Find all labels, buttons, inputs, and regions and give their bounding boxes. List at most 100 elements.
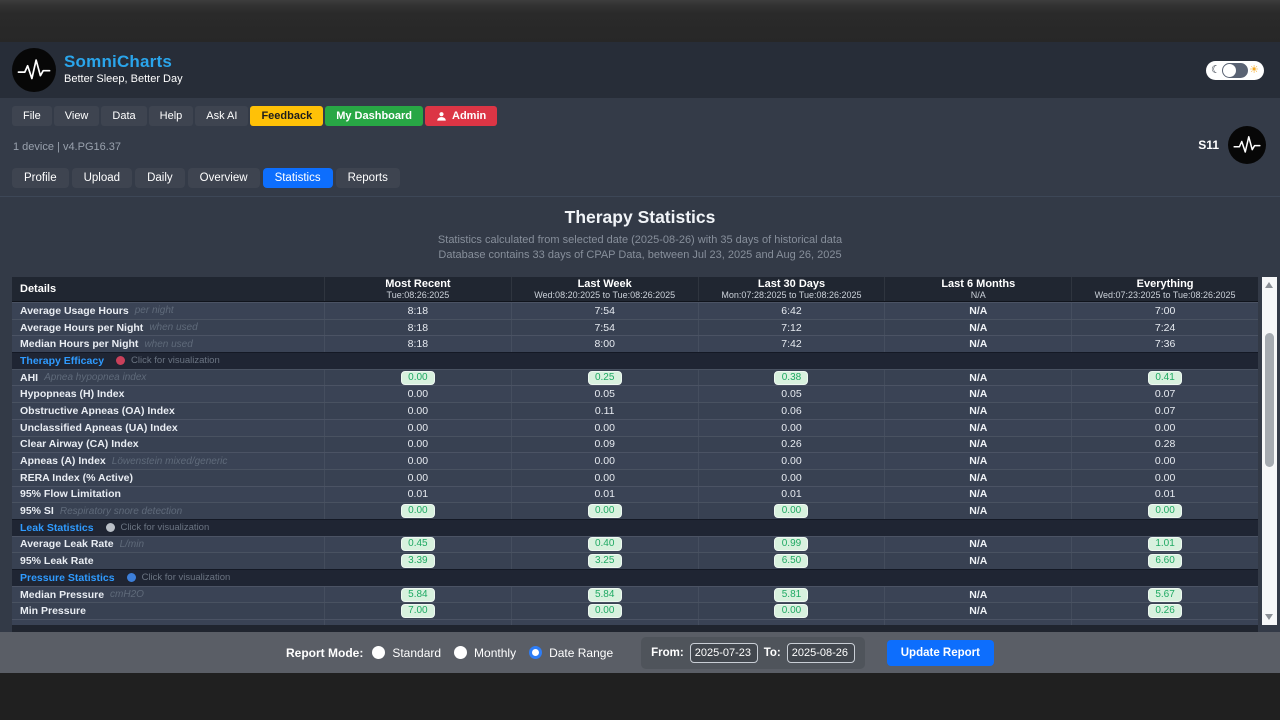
value-badge: 6.50 xyxy=(774,554,809,569)
column-header-everything: Everything Wed:07:23:2025 to Tue:08:26:20… xyxy=(1071,277,1258,301)
table-row-average-usage-hours: Average Usage Hours per night 8:18 7:54 6:42… xyxy=(12,302,1258,319)
row-label-cell: Apneas (A) Index Löwenstein mixed/generic xyxy=(12,453,324,469)
theme-toggle-knob[interactable] xyxy=(1223,64,1236,77)
menu-button-my-dashboard[interactable]: My Dashboard xyxy=(325,106,423,126)
value-cell: 0.01 xyxy=(510,486,698,503)
scroll-up-arrow-icon[interactable] xyxy=(1265,282,1273,288)
menu-button-label: Ask AI xyxy=(206,110,238,122)
report-mode-group: Report Mode: Standard Monthly Date Range xyxy=(286,646,619,660)
value-badge: 7.00 xyxy=(400,604,435,619)
theme-toggle-track[interactable] xyxy=(1222,63,1248,78)
radio-label-monthly[interactable]: Monthly xyxy=(474,645,517,660)
value-text: 0.01 xyxy=(1154,488,1176,501)
value-text: 7:12 xyxy=(781,321,802,334)
scroll-down-arrow-icon[interactable] xyxy=(1265,614,1273,620)
tab-upload[interactable]: Upload xyxy=(71,168,133,188)
to-label: To: xyxy=(763,646,781,659)
table-row-min-pressure: Min Pressure 7.00 0.00 0.00 N/A 0.26 xyxy=(12,602,1258,620)
value-cell: 7:36 xyxy=(1071,336,1258,353)
table-header-row: Details Most Recent Tue:08:26:2025 Last Wee… xyxy=(12,277,1258,302)
value-text: 0.11 xyxy=(594,404,615,417)
value-cell: N/A xyxy=(884,503,1071,519)
section-row-therapy-efficacy[interactable]: Therapy Efficacy Click for visualization xyxy=(12,352,1258,369)
report-controls-bar: Report Mode: Standard Monthly Date Range F… xyxy=(0,632,1280,673)
na-value: N/A xyxy=(969,538,988,551)
column-title: Most Recent xyxy=(385,278,451,290)
value-cell: 8:18 xyxy=(324,303,511,319)
na-value: N/A xyxy=(969,455,988,468)
value-cell: N/A xyxy=(884,336,1071,353)
row-label-cell: Unclassified Apneas (UA) Index xyxy=(12,420,324,436)
brand-block: SomniCharts Better Sleep, Better Day xyxy=(64,52,183,85)
value-badge: 0.00 xyxy=(400,504,435,519)
value-cell: 8:18 xyxy=(324,319,511,336)
value-badge: 0.00 xyxy=(400,370,435,385)
value-cell: 0.00 xyxy=(697,469,885,486)
na-value: N/A xyxy=(969,338,988,351)
value-cell: 0.00 xyxy=(697,503,885,519)
value-text: 0.00 xyxy=(781,421,802,434)
radio-date-range[interactable] xyxy=(529,646,543,659)
section-row-pressure-statistics[interactable]: Pressure Statistics Click for visualizati… xyxy=(12,569,1258,586)
row-qualifier: cmH2O xyxy=(110,589,144,601)
section-row-leak-statistics[interactable]: Leak Statistics Click for visualization xyxy=(12,518,1258,536)
value-cell: 3.25 xyxy=(510,553,698,569)
section-label: Therapy Efficacy xyxy=(20,354,105,367)
value-cell: 7:54 xyxy=(510,303,698,319)
column-title: Details xyxy=(20,283,57,295)
radio-label-date-range[interactable]: Date Range xyxy=(549,645,614,660)
tab-daily[interactable]: Daily xyxy=(135,168,185,188)
value-text: 0.26 xyxy=(781,438,802,451)
tab-profile[interactable]: Profile xyxy=(12,168,69,188)
value-cell xyxy=(697,620,885,625)
value-text: 0.00 xyxy=(781,471,802,484)
radio-standard[interactable] xyxy=(372,646,386,659)
value-cell: 5.84 xyxy=(510,586,698,603)
row-label: 95% Leak Rate xyxy=(20,555,94,568)
value-cell: 0.00 xyxy=(324,419,511,436)
menu-button-feedback[interactable]: Feedback xyxy=(250,106,324,126)
value-cell: 7:42 xyxy=(697,336,885,353)
menu-button-ask-ai[interactable]: Ask AI xyxy=(195,106,249,126)
value-badge: 0.00 xyxy=(1148,504,1183,519)
menu-button-view[interactable]: View xyxy=(53,106,100,126)
from-date-input[interactable] xyxy=(689,642,758,663)
tab-statistics[interactable]: Statistics xyxy=(262,168,333,188)
tab-overview[interactable]: Overview xyxy=(187,168,260,188)
value-badge: 0.00 xyxy=(774,604,809,619)
value-text: 0.00 xyxy=(407,388,429,401)
value-cell: 0.00 xyxy=(1071,503,1258,519)
row-label: Median Hours per Night xyxy=(20,338,139,351)
row-label-cell: Average Leak Rate L/min xyxy=(12,537,324,553)
menu-button-file[interactable]: File xyxy=(12,106,52,126)
vertical-scrollbar[interactable] xyxy=(1262,277,1277,625)
value-text: 0.00 xyxy=(407,421,429,434)
value-badge: 0.45 xyxy=(400,537,435,552)
value-text: 8:18 xyxy=(407,338,429,351)
radio-monthly[interactable] xyxy=(454,646,468,659)
to-date-input[interactable] xyxy=(786,642,855,663)
menu-button-data[interactable]: Data xyxy=(101,106,147,126)
value-cell: N/A xyxy=(884,586,1071,603)
menu-button-admin[interactable]: Admin xyxy=(425,106,498,126)
value-text: 7:00 xyxy=(1154,304,1176,317)
column-header-details: Details xyxy=(12,277,324,301)
scrollbar-thumb[interactable] xyxy=(1265,333,1274,467)
value-cell: 0.01 xyxy=(697,486,885,503)
value-cell: 0.09 xyxy=(510,436,698,453)
update-report-button[interactable]: Update Report xyxy=(886,639,994,666)
value-cell: 0.25 xyxy=(510,369,698,386)
visualization-icon xyxy=(105,523,115,533)
row-qualifier: Respiratory snore detection xyxy=(59,505,183,517)
statistics-table: Details Most Recent Tue:08:26:2025 Last Wee… xyxy=(12,277,1258,625)
value-badge: 5.84 xyxy=(587,587,622,602)
date-range-panel: From: To: xyxy=(641,636,865,669)
theme-toggle[interactable]: ☾ ☀ xyxy=(1206,61,1264,80)
radio-label-standard[interactable]: Standard xyxy=(392,645,442,660)
hero-section: Therapy Statistics Statistics calculated… xyxy=(0,196,1280,276)
tab-reports[interactable]: Reports xyxy=(335,168,400,188)
value-cell: N/A xyxy=(884,369,1071,386)
value-text: 0.00 xyxy=(1154,471,1176,484)
menu-button-help[interactable]: Help xyxy=(148,106,194,126)
value-badge: 0.41 xyxy=(1148,370,1183,385)
